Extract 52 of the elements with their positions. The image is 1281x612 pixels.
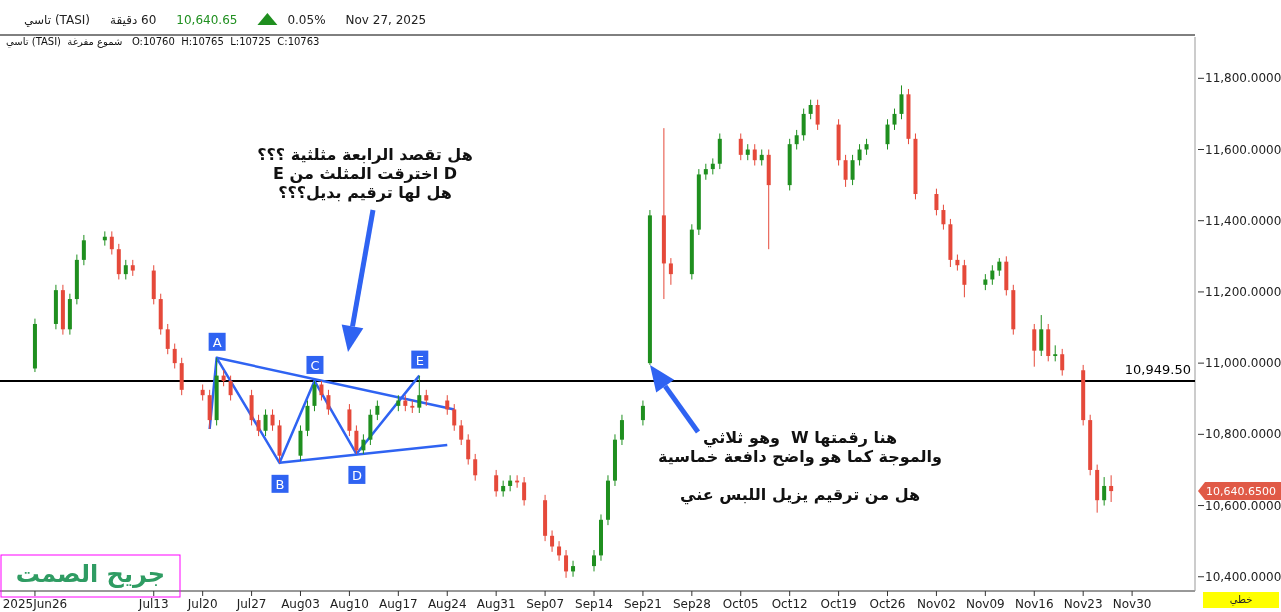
annotation: C [310,357,320,373]
x-tick-label: Oct05 [722,597,759,611]
ref-line-label: 10,949.50 [1124,362,1191,378]
text: خطي [1203,594,1279,605]
point-label: E [411,350,429,369]
point-label: A [208,332,226,351]
y-tick-label: 10,400.0000 [1205,569,1281,584]
x-tick-label: Aug10 [330,597,369,611]
text: 10,640.65 [176,13,238,27]
x-tick-label: Oct12 [771,597,808,611]
annotation: A [212,334,222,350]
y-tick-label: 11,200.0000 [1205,284,1281,299]
x-tick-label: Sep07 [526,597,565,611]
annotation: هل تقصد الرابعة مثلثية ؟؟؟ D اخترقت المثلث من E هل لها ترقيم بديل؟؟؟ [256,145,474,202]
x-tick-label: Sep14 [575,597,613,611]
x-tick-label: Nov23 [1063,597,1103,611]
x-tick-label: Aug03 [281,597,320,611]
x-tick-label: Aug24 [427,597,467,611]
chart-title: تاسي (TASI) [24,13,91,27]
y-tick-label: 10,800.0000 [1205,427,1281,442]
x-tick-label: Nov02 [917,597,956,611]
price-tag: 10,640.6500 [1198,482,1281,501]
y-tick-label: 11,600.0000 [1205,142,1281,157]
x-tick-label: Sep21 [623,597,662,611]
text: Nov 27, 2025 [345,13,427,27]
x-tick-label: Oct26 [869,597,906,611]
x-tick-label: 2025Jun26 [2,597,68,611]
chart-subtitle: تاسي (TASI) شموع مفرغة O:10760 H:10765 L:10725 C:10763 [6,36,320,47]
point-label: C [306,355,324,374]
y-tick-label: 11,800.0000 [1205,71,1281,86]
annotation: D [351,467,362,483]
x-tick-label: Nov09 [966,597,1005,611]
y-tick-label: 11,400.0000 [1205,213,1281,228]
text: 0.05% [287,13,326,27]
x-tick-label: Nov30 [1112,597,1152,611]
annotation: B [275,476,285,492]
annotation: هنا رقمتها W وهو ثلاثي والموجة كما هو واضح دافعة خماسية هل من ترقيم يزيل اللبس عني [657,428,943,504]
x-tick-label: Aug31 [476,597,516,611]
point-label: D [348,465,366,484]
point-label: B [271,474,289,493]
x-tick-label: Jul13 [137,597,169,611]
annotation: E [415,352,424,368]
y-tick-label: 10,600.0000 [1205,498,1281,513]
x-tick-label: Aug17 [378,597,418,611]
x-tick-label: Jul27 [235,597,267,611]
x-tick-label: Oct19 [820,597,857,611]
annotation: جريح الصمت [14,560,167,588]
y-tick-label: 11,000.0000 [1205,356,1281,371]
x-tick-label: Jul20 [186,597,218,611]
x-tick-label: Sep28 [672,597,711,611]
x-tick-label: Nov16 [1014,597,1054,611]
text: 60 دقيقة [110,13,157,27]
